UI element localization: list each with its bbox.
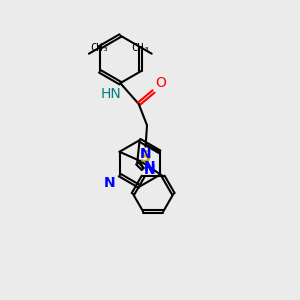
- Text: O: O: [156, 76, 167, 90]
- Text: N: N: [140, 148, 152, 161]
- Text: N: N: [144, 160, 155, 174]
- Text: CH₃: CH₃: [90, 43, 109, 52]
- Text: HN: HN: [101, 87, 122, 101]
- Text: CH₃: CH₃: [132, 43, 151, 52]
- Text: N: N: [104, 176, 116, 190]
- Text: S: S: [140, 150, 151, 165]
- Text: N: N: [144, 163, 155, 177]
